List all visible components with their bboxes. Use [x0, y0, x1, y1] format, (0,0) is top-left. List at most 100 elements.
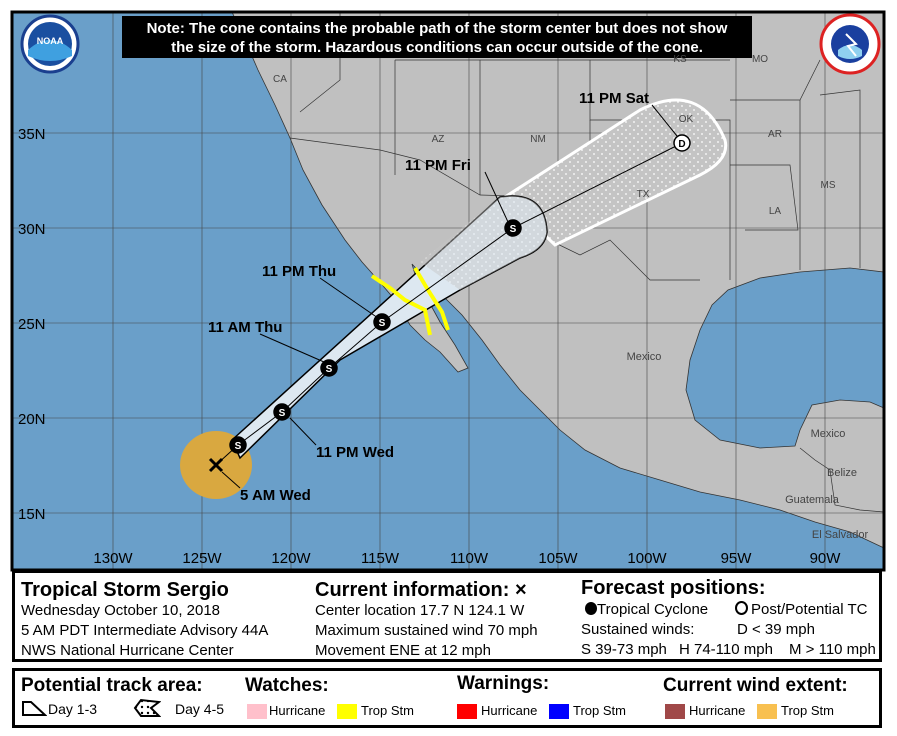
longitude-label: 100W: [627, 550, 667, 567]
longitude-label: 95W: [721, 550, 753, 567]
longitude-label: 110W: [450, 550, 489, 567]
day4-5-cone-icon: [133, 698, 161, 717]
current-position-x-icon: [208, 457, 224, 473]
trop-storm-warning-swatch: [549, 704, 569, 719]
marker-letter: S: [379, 318, 386, 329]
longitude-label: 90W: [810, 550, 842, 567]
marker-letter: S: [235, 441, 242, 452]
longitude-label: 105W: [538, 550, 578, 567]
latitude-label: 15N: [18, 506, 46, 523]
storm-marker: [320, 359, 338, 377]
region-label: Mexico: [627, 351, 662, 363]
latitude-label: 20N: [18, 411, 46, 428]
max-wind: Maximum sustained wind 70 mph: [315, 622, 538, 639]
storm-title: Tropical Storm Sergio: [21, 579, 229, 601]
day1-3-cone-icon: [22, 701, 47, 716]
region-label: Belize: [827, 467, 857, 479]
m-range: M > 110 mph: [789, 641, 876, 658]
marker-letter: S: [279, 408, 286, 419]
nws-logo: [819, 13, 881, 75]
storm-info-panel: Tropical Storm Sergio Wednesday October …: [12, 570, 882, 662]
s-range: S 39-73 mph: [581, 641, 667, 658]
label-leader-line: [319, 277, 379, 319]
cone-day4-5: [502, 98, 728, 247]
note-line-1: Note: The cone contains the probable pat…: [147, 20, 728, 37]
latitude-label: 35N: [18, 126, 46, 143]
note-box: [122, 16, 752, 58]
region-label: CA: [273, 74, 287, 85]
storm-marker: [229, 436, 247, 454]
region-label: MO: [752, 54, 768, 65]
advisory-date: Wednesday October 10, 2018: [21, 602, 221, 619]
open-circle-icon: [735, 601, 748, 615]
center-location: Center location 17.7 N 124.1 W: [315, 602, 525, 619]
hurricane-warning-swatch: [457, 704, 477, 719]
storm-marker: [273, 403, 291, 421]
hurricane-wind-swatch: [665, 704, 685, 719]
latitude-label: 30N: [18, 221, 46, 238]
current-position-marker: ×: [515, 579, 527, 601]
noaa-logo: NOAA: [20, 14, 80, 74]
forecast-time-label: 11 AM Thu: [208, 319, 282, 336]
label-leader-line: [484, 171, 509, 223]
trop-storm-wind-label: Trop Stm: [781, 703, 834, 718]
longitude-label: 125W: [182, 550, 222, 567]
forecast-time-label: 11 PM Wed: [316, 444, 394, 461]
issuing-center: NWS National Hurricane Center: [21, 642, 234, 659]
forecast-header: Forecast positions:: [581, 577, 766, 599]
hurricane-watch-swatch: [247, 704, 267, 719]
region-label: NM: [530, 134, 546, 145]
storm-marker: [504, 219, 522, 237]
longitude-label: 120W: [271, 550, 311, 567]
trop-storm-watch-label: Trop Stm: [361, 703, 414, 718]
forecast-time-label: 5 AM Wed: [240, 487, 311, 504]
region-label: LA: [769, 206, 782, 217]
region-label: AZ: [432, 134, 445, 145]
d-range: D < 39 mph: [737, 621, 815, 638]
track-area-header: Potential track area:: [21, 675, 203, 696]
trop-storm-warning-label: Trop Stm: [573, 703, 626, 718]
day4-5-label: Day 4-5: [175, 701, 225, 717]
forecast-time-label: 11 PM Sat: [579, 90, 649, 107]
map-key-panel: Potential track area: Day 1-3 Day 4-5 Wa…: [12, 668, 882, 728]
region-label: OK: [679, 114, 694, 125]
trop-storm-wind-swatch: [757, 704, 777, 719]
region-label: KS: [673, 54, 687, 65]
label-leader-line: [259, 333, 325, 363]
region-label: TX: [637, 189, 650, 200]
hurricane-wind-label: Hurricane: [689, 703, 746, 718]
longitude-label: 115W: [361, 550, 400, 567]
note-line-2: the size of the storm. Hazardous conditi…: [171, 39, 703, 56]
hurricane-warning-label: Hurricane: [481, 703, 538, 718]
filled-circle-icon: [585, 602, 597, 615]
cone-day1-3-stipple: [420, 196, 547, 290]
region-label: El Salvador: [812, 529, 869, 541]
advisory-number: 5 AM PDT Intermediate Advisory 44A: [21, 622, 269, 639]
forecast-time-label: 11 PM Thu: [262, 263, 336, 280]
latitude-label: 25N: [18, 316, 46, 333]
tropical-storm-watch: [370, 266, 450, 336]
marker-letter: S: [510, 224, 517, 235]
label-leader-line: [289, 417, 317, 446]
region-label: Mexico: [811, 428, 846, 440]
forecast-track: S S S S S D 5 AM Wed 11 PM Wed 11 AM Thu 11 PM Th…: [208, 90, 691, 504]
marker-letter: D: [678, 139, 685, 150]
longitude-label: 130W: [93, 550, 133, 567]
hurricane-watch-label: Hurricane: [269, 703, 326, 718]
forecast-map: S S S S S D 5 AM Wed 11 PM Wed 11 AM Thu 11 PM Th…: [10, 10, 886, 572]
depression-marker: [673, 134, 691, 152]
sustained-winds-label: Sustained winds:: [581, 621, 695, 638]
svg-text:NOAA: NOAA: [37, 36, 64, 46]
post-potential-label: Post/Potential TC: [751, 601, 868, 618]
watches-header: Watches:: [245, 675, 329, 696]
movement: Movement ENE at 12 mph: [315, 642, 491, 659]
forecast-time-label: 11 PM Fri: [405, 157, 471, 174]
marker-letter: S: [326, 364, 333, 375]
region-label: Guatemala: [785, 494, 840, 506]
trop-storm-watch-swatch: [337, 704, 357, 719]
region-label: MS: [821, 180, 836, 191]
label-leader-line: [221, 471, 241, 489]
label-leader-line: [651, 104, 678, 137]
wind-extent-header: Current wind extent:: [663, 675, 848, 696]
current-info-header: Current information:: [315, 579, 510, 601]
